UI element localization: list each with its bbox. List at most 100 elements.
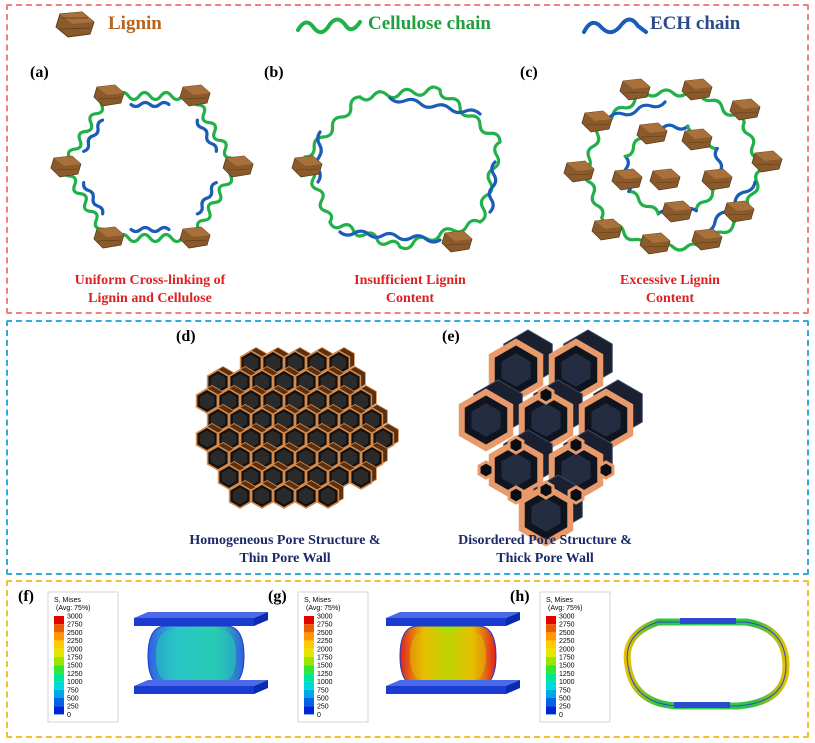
lignin-block — [179, 226, 211, 249]
colorbar-tick: 2000 — [559, 646, 575, 653]
pore-cell — [338, 404, 366, 433]
network-excessive — [563, 78, 783, 255]
colorbar-swatch — [54, 665, 64, 674]
caption-b: Insufficient Lignin Content — [354, 273, 466, 306]
colorbar-tick: 2000 — [317, 646, 333, 653]
pore-cell — [250, 480, 278, 509]
cellulose-chain-icon — [296, 17, 362, 35]
lignin-block — [591, 218, 623, 241]
small-pore — [507, 435, 525, 455]
ech-chain — [487, 160, 498, 214]
ech-chain — [315, 130, 323, 184]
lignin-block — [611, 168, 643, 191]
legend-cellulose: Cellulose chain — [368, 13, 491, 34]
colorbar-swatch — [54, 648, 64, 657]
colorbar-swatch — [304, 640, 314, 649]
colorbar-swatch — [546, 673, 556, 682]
label-f: (f) — [18, 588, 34, 605]
pore-cell — [195, 423, 223, 452]
caption-a: Uniform Cross-linking of Lignin and Cell… — [74, 273, 226, 306]
colorbar-swatch — [54, 673, 64, 682]
lignin-block — [681, 128, 713, 151]
colorbar-tick: 500 — [317, 696, 329, 703]
lignin-block — [50, 155, 82, 178]
caption-c: Excessive Lignin Content — [620, 273, 720, 306]
pore-cell — [272, 480, 300, 509]
lignin-block — [701, 168, 733, 191]
fea-model-g — [386, 612, 520, 694]
pore-cell — [217, 385, 245, 414]
colorbar-swatch — [546, 681, 556, 690]
colorbar-tick: 3000 — [559, 614, 575, 621]
caption-e: Disordered Pore Structure & Thick Pore W… — [458, 533, 632, 566]
colorbar-tick: 1250 — [317, 671, 333, 678]
colorbar-swatch — [54, 640, 64, 649]
colorbar-tick: 2250 — [67, 638, 83, 645]
colorbar-swatch — [304, 665, 314, 674]
lignin-block — [691, 228, 723, 251]
colorbar-g: S, Mises(Avg: 75%)3000275025002250200017… — [297, 591, 369, 723]
pore-cell — [195, 385, 223, 414]
colorbar-swatch — [546, 648, 556, 657]
colorbar-tick: 1750 — [67, 655, 83, 662]
colorbar-tick: 0 — [317, 712, 321, 719]
colorbar-title: S, Mises — [304, 597, 331, 604]
cellulose-chain — [478, 140, 502, 224]
colorbar-swatch — [304, 698, 314, 707]
pore-cell — [316, 404, 344, 433]
ech-chain — [82, 118, 105, 153]
colorbar-swatch — [546, 624, 556, 633]
colorbar-tick: 1500 — [67, 663, 83, 670]
panel-fea — [6, 580, 809, 738]
colorbar-swatch — [546, 657, 556, 666]
colorbar-swatch — [304, 632, 314, 641]
cellulose-chain — [190, 94, 239, 169]
pore-cell — [283, 347, 311, 376]
pore-cell — [239, 423, 267, 452]
colorbar-tick: 2750 — [559, 622, 575, 629]
cellulose-chain — [438, 88, 502, 144]
pore-cell — [239, 347, 267, 376]
cellulose-chain — [191, 165, 238, 240]
lignin-block — [222, 155, 254, 178]
colorbar-tick: 3000 — [317, 614, 333, 621]
colorbar-tick: 2500 — [559, 630, 575, 637]
pore-cell — [305, 423, 333, 452]
colorbar-tick: 500 — [559, 696, 571, 703]
lignin-block — [581, 110, 613, 133]
lignin-block — [291, 155, 323, 178]
colorbar-subtitle: (Avg: 75%) — [306, 605, 341, 612]
pore-cell — [305, 385, 333, 414]
colorbar-swatch — [546, 640, 556, 649]
lignin-block — [563, 160, 595, 183]
colorbar-swatch — [54, 681, 64, 690]
colorbar-swatch — [304, 673, 314, 682]
pore-cell — [261, 385, 289, 414]
lignin-icon — [55, 11, 95, 38]
lignin-block — [636, 122, 668, 145]
colorbar-tick: 250 — [559, 704, 571, 711]
ech-chain-icon — [582, 17, 648, 35]
small-pore — [537, 385, 555, 405]
pore-cell — [316, 480, 344, 509]
pore-cell — [327, 423, 355, 452]
cellulose-chain — [358, 85, 442, 102]
pore-cell — [349, 423, 377, 452]
colorbar-tick: 2000 — [67, 646, 83, 653]
colorbar-swatch — [304, 648, 314, 657]
label-g: (g) — [268, 588, 287, 605]
colorbar-tick: 500 — [67, 696, 79, 703]
colorbar-swatch — [54, 689, 64, 698]
colorbar-tick: 2500 — [317, 630, 333, 637]
pore-cell — [228, 480, 256, 509]
pore-cell — [206, 404, 234, 433]
colorbar-tick: 1250 — [67, 671, 83, 678]
cellulose-chain — [398, 218, 482, 251]
colorbar-swatch — [546, 698, 556, 707]
lignin-block — [723, 200, 755, 223]
colorbar-tick: 2500 — [67, 630, 83, 637]
colorbar-title: S, Mises — [54, 597, 81, 604]
lignin-block — [751, 150, 783, 173]
pore-cell — [272, 442, 300, 471]
colorbar-swatch — [546, 706, 556, 715]
